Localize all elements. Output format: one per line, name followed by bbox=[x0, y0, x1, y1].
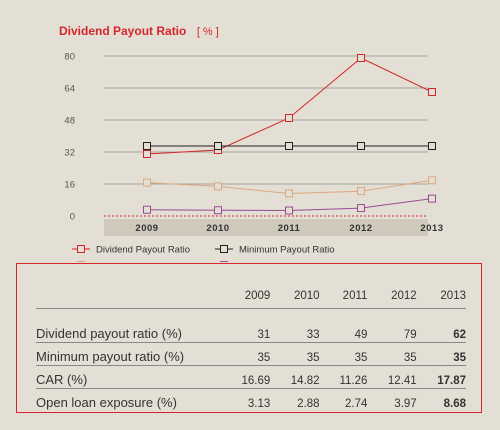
data-point bbox=[357, 204, 365, 213]
legend-marker bbox=[77, 261, 85, 262]
data-point bbox=[143, 178, 151, 187]
table-row: Dividend payout ratio (%) 31 33 49 79 62 bbox=[36, 308, 466, 343]
data-point bbox=[143, 150, 151, 158]
table-row: Minimum payout ratio (%) 35 35 35 35 35 bbox=[36, 342, 466, 366]
x-tick-label: 2013 bbox=[420, 223, 443, 234]
data-point bbox=[285, 189, 293, 198]
legend-label: Open Loan Exposure bbox=[239, 261, 329, 263]
table-cell: 2.74 bbox=[345, 398, 368, 410]
data-point bbox=[214, 182, 222, 191]
table-cell: 35 bbox=[367, 342, 417, 366]
data-table-box: 2009 2010 2011 2012 2013 Dividend payout… bbox=[16, 263, 482, 413]
table-cell: 3.97 bbox=[394, 398, 417, 410]
data-point bbox=[214, 142, 222, 150]
legend-marker bbox=[77, 245, 85, 253]
x-tick-label: 2009 bbox=[135, 223, 158, 234]
x-tick-label: 2012 bbox=[349, 223, 372, 234]
y-tick-label: 16 bbox=[64, 180, 75, 191]
line-chart: Dividend Payout Ratio [ % ] 01632486480 … bbox=[59, 22, 443, 263]
table-cell: 49 bbox=[319, 308, 368, 343]
data-point bbox=[214, 206, 222, 215]
data-point bbox=[428, 142, 436, 150]
legend: Dividend Payout Ratio Minimum Payout Rati… bbox=[72, 245, 335, 263]
table-cell: 35 bbox=[416, 342, 466, 366]
table-cell: 62 bbox=[416, 308, 466, 343]
legend-label: CAR bbox=[96, 261, 116, 263]
table-cell: 17.87 bbox=[416, 365, 466, 389]
data-point bbox=[428, 176, 436, 185]
table-cell: 35 bbox=[270, 342, 320, 366]
data-point bbox=[143, 142, 151, 150]
table-cell: 14.82 bbox=[270, 365, 320, 389]
data-point bbox=[143, 205, 151, 214]
y-tick-label: 0 bbox=[70, 212, 75, 223]
table-cell: 12.41 bbox=[367, 365, 417, 389]
data-point bbox=[357, 187, 365, 196]
table-header-2013: 2013 bbox=[416, 264, 466, 309]
table-row: Open loan exposure (%) 3.13 2.88 2.74 3.… bbox=[36, 389, 466, 412]
table-header-2010: 2010 bbox=[270, 264, 320, 309]
table-cell: 35 bbox=[221, 342, 271, 366]
data-point bbox=[357, 142, 365, 150]
y-tick-labels: 0 16 32 48 64 80 bbox=[64, 52, 75, 223]
row-label: Open loan exposure (%) bbox=[36, 395, 177, 410]
row-label: CAR (%) bbox=[36, 365, 221, 389]
grid-lines bbox=[104, 55, 428, 217]
data-point bbox=[285, 142, 293, 150]
data-point bbox=[428, 88, 436, 96]
data-point bbox=[285, 114, 293, 122]
x-axis-band bbox=[104, 219, 428, 236]
table-header-empty bbox=[36, 264, 221, 309]
data-table: 2009 2010 2011 2012 2013 Dividend payout… bbox=[36, 264, 466, 411]
table-cell: 79 bbox=[367, 308, 417, 343]
row-label: Dividend payout ratio (%) bbox=[36, 308, 221, 343]
table-cell: 33 bbox=[270, 308, 320, 343]
x-tick-label: 2010 bbox=[206, 223, 229, 234]
x-tick-labels: 2009 2010 2011 2012 2013 bbox=[104, 219, 443, 236]
table-cell: 3.13 bbox=[247, 398, 271, 410]
table-header-2009: 2009 bbox=[221, 264, 271, 309]
y-tick-label: 32 bbox=[64, 148, 75, 159]
legend-label: Minimum Payout Ratio bbox=[239, 245, 335, 256]
y-tick-label: 64 bbox=[64, 84, 75, 95]
legend-marker bbox=[220, 245, 228, 253]
series-lines bbox=[143, 54, 436, 215]
y-tick-label: 80 bbox=[64, 52, 75, 63]
x-tick-label: 2011 bbox=[278, 223, 301, 234]
series-line bbox=[146, 57, 433, 155]
y-tick-label: 48 bbox=[64, 116, 75, 127]
table-cell: 11.26 bbox=[319, 365, 368, 389]
table-cell: 16.69 bbox=[221, 365, 271, 389]
table-row: CAR (%) 16.69 14.82 11.26 12.41 17.87 bbox=[36, 365, 466, 389]
row-label: Minimum payout ratio (%) bbox=[36, 342, 221, 366]
data-point bbox=[428, 194, 436, 203]
table-header-2012: 2012 bbox=[367, 264, 417, 309]
table-cell: 2.88 bbox=[297, 398, 320, 410]
legend-label: Dividend Payout Ratio bbox=[96, 245, 190, 256]
legend-marker bbox=[220, 261, 228, 262]
data-point bbox=[357, 54, 365, 62]
data-point bbox=[285, 206, 293, 215]
chart-unit: [ % ] bbox=[197, 26, 219, 38]
table-cell: 35 bbox=[319, 342, 368, 366]
table-header-2011: 2011 bbox=[319, 264, 368, 309]
chart-title: Dividend Payout Ratio [ % ] bbox=[59, 22, 219, 39]
chart-title-text: Dividend Payout Ratio bbox=[59, 24, 186, 38]
table-cell: 31 bbox=[221, 308, 271, 343]
table-cell: 8.68 bbox=[443, 398, 466, 410]
table-header-row: 2009 2010 2011 2012 2013 bbox=[36, 264, 466, 309]
